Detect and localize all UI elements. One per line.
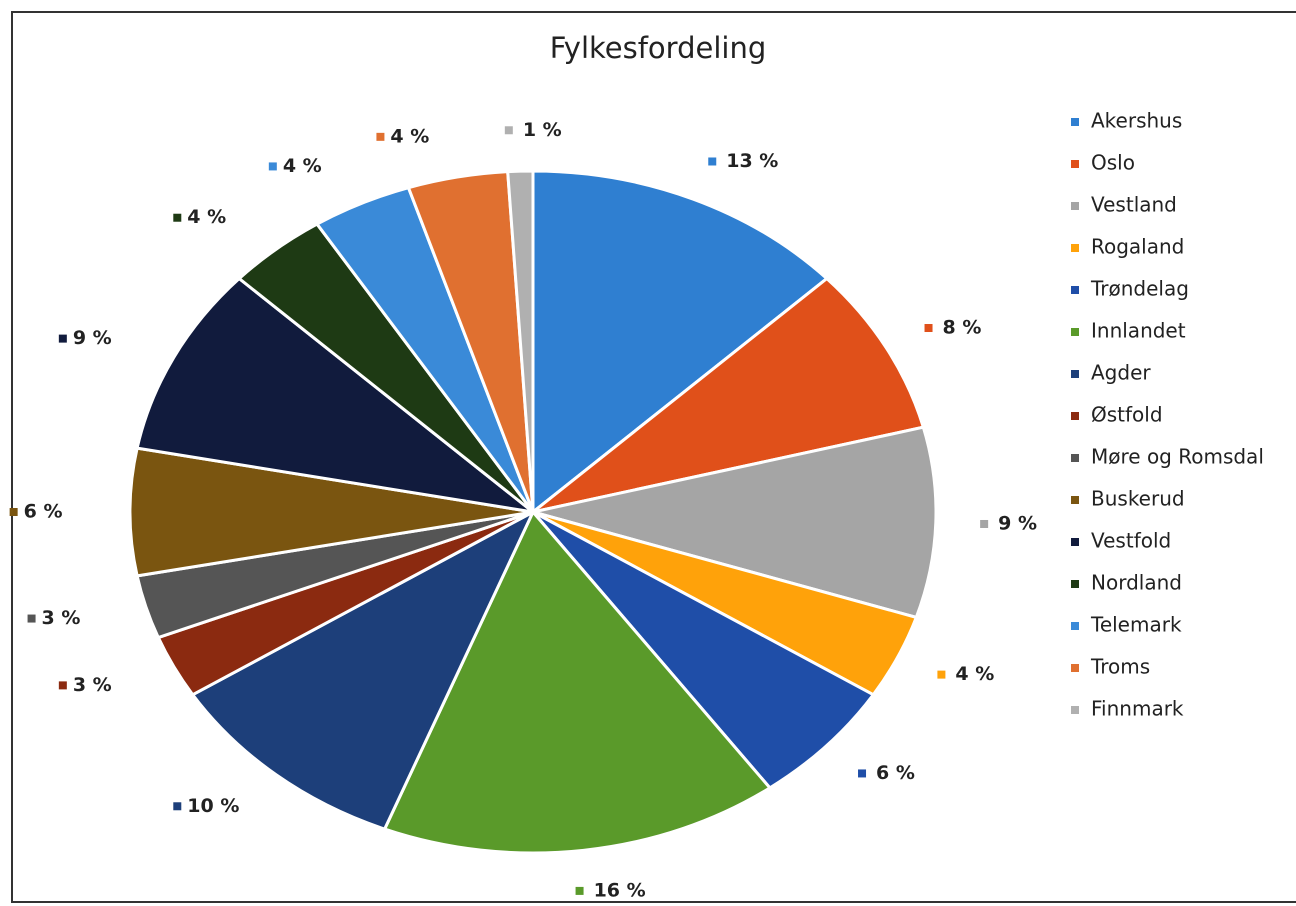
data-label: 3 % — [42, 607, 81, 629]
label-marker — [173, 802, 182, 811]
label-marker — [27, 614, 36, 623]
data-label: 4 % — [283, 155, 322, 177]
legend-label: Finnmark — [1091, 697, 1184, 721]
legend-marker — [1071, 538, 1079, 546]
legend-marker — [1071, 328, 1079, 336]
data-label: 1 % — [523, 119, 562, 141]
legend-marker — [1071, 454, 1079, 462]
data-label: 4 % — [955, 663, 994, 685]
pie-slice — [190, 508, 537, 831]
data-label: 10 % — [187, 795, 239, 817]
data-label: 16 % — [594, 879, 646, 901]
pie-slice — [506, 169, 535, 513]
data-label: 9 % — [998, 512, 1037, 534]
data-label: 4 % — [187, 206, 226, 228]
legend-marker — [1071, 160, 1079, 168]
label-marker — [376, 132, 385, 141]
label-marker — [58, 334, 67, 343]
legend-marker — [1071, 118, 1079, 126]
data-label: 6 % — [24, 501, 63, 523]
legend-label: Oslo — [1091, 151, 1135, 175]
legend-label: Møre og Romsdal — [1091, 445, 1264, 469]
legend-marker — [1071, 580, 1079, 588]
label-marker — [708, 157, 717, 166]
data-label: 4 % — [390, 125, 429, 147]
legend-marker — [1071, 202, 1079, 210]
label-marker — [924, 324, 933, 333]
label-marker — [173, 213, 182, 222]
legend-label: Trøndelag — [1090, 277, 1189, 301]
chart-title: Fylkesfordeling — [550, 31, 766, 65]
legend-marker — [1071, 370, 1079, 378]
legend-marker — [1071, 664, 1079, 672]
data-label: 3 % — [73, 674, 112, 696]
legend-label: Troms — [1090, 655, 1150, 679]
legend-marker — [1071, 286, 1079, 294]
legend-label: Østfold — [1091, 403, 1163, 427]
data-label: 6 % — [876, 762, 915, 784]
legend-label: Vestfold — [1091, 529, 1171, 553]
legend-label: Buskerud — [1091, 487, 1185, 511]
pie-slice — [128, 446, 534, 578]
legend-label: Rogaland — [1091, 235, 1184, 259]
pie-slice — [532, 425, 938, 620]
pie-slice — [135, 276, 539, 515]
label-marker — [9, 508, 18, 516]
label-marker — [504, 126, 513, 135]
label-marker — [268, 162, 277, 171]
data-label: 9 % — [73, 327, 112, 349]
legend-label: Nordland — [1091, 571, 1182, 595]
chart-frame — [11, 11, 1296, 903]
pie-slice — [531, 169, 830, 516]
data-label: 8 % — [943, 317, 982, 339]
legend-marker — [1071, 412, 1079, 420]
label-marker — [575, 886, 584, 895]
legend-marker — [1071, 622, 1079, 630]
legend-label: Vestland — [1091, 193, 1177, 217]
label-marker — [980, 519, 989, 528]
pie-slice — [531, 510, 876, 790]
pie-slice — [532, 276, 926, 514]
label-marker — [937, 670, 946, 679]
legend-label: Telemark — [1090, 613, 1182, 637]
legend-label: Agder — [1091, 361, 1151, 385]
legend-marker — [1071, 496, 1079, 504]
data-label: 13 % — [726, 150, 778, 172]
pie-slice — [382, 509, 773, 855]
legend-label: Innlandet — [1091, 319, 1186, 343]
label-marker — [858, 769, 867, 778]
legend-marker — [1071, 244, 1079, 252]
label-marker — [58, 681, 67, 690]
legend-label: Akershus — [1091, 109, 1182, 133]
legend-marker — [1071, 706, 1079, 714]
